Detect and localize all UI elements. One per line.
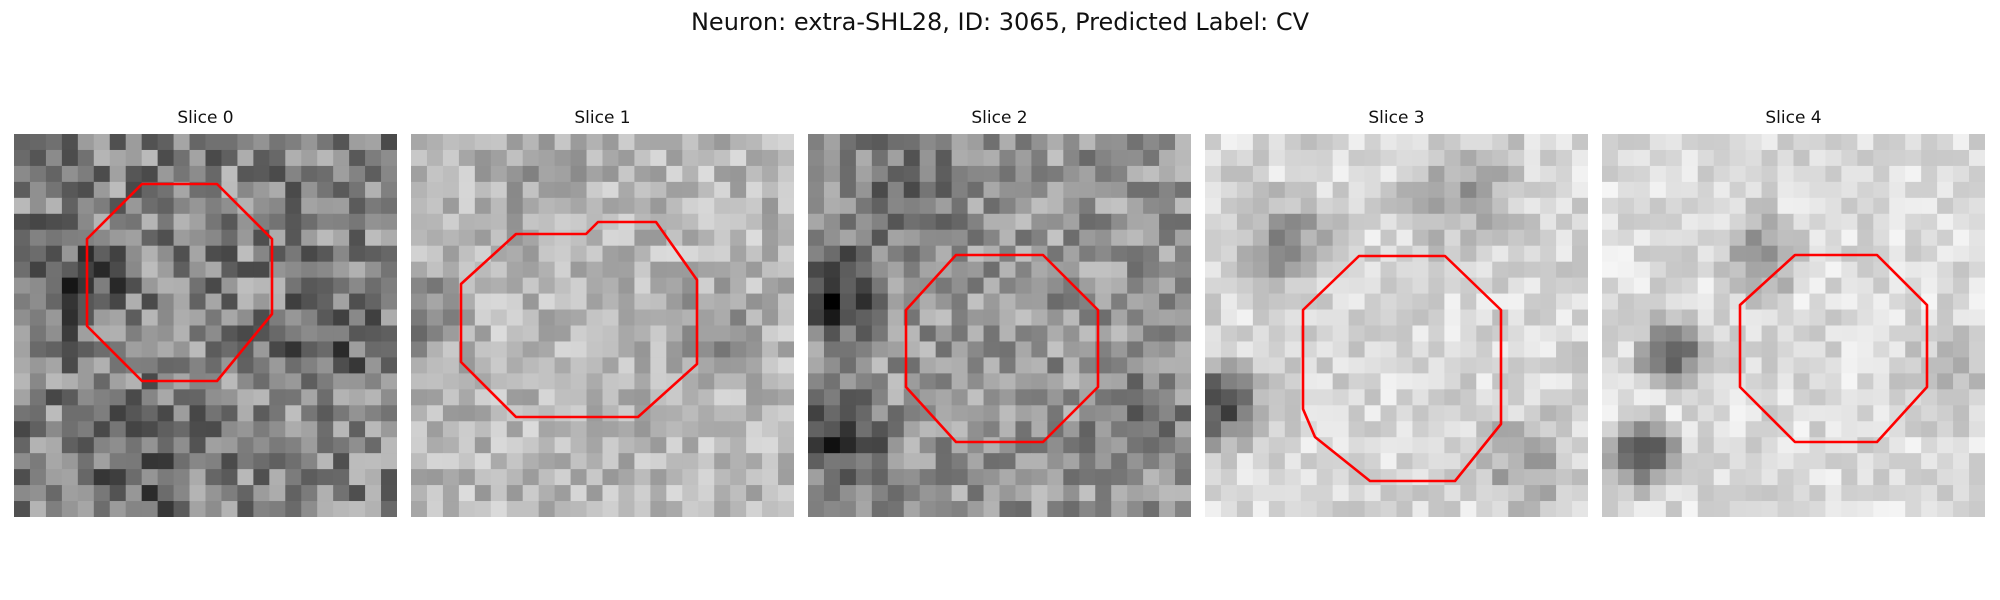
slice-title-3: Slice 3: [1368, 108, 1425, 128]
roi-outline-0: [85, 182, 274, 383]
slice-title-0: Slice 0: [177, 108, 234, 128]
slice-image-4: [1602, 134, 1985, 517]
slice-title-1: Slice 1: [574, 108, 631, 128]
slice-image-3: [1205, 134, 1588, 517]
slice-title-2: Slice 2: [971, 108, 1028, 128]
slice-title-4: Slice 4: [1765, 108, 1822, 128]
roi-outline-1: [459, 220, 699, 419]
roi-outline-4: [1738, 253, 1929, 444]
roi-outline-3: [1301, 254, 1503, 483]
slice-image-0: [14, 134, 397, 517]
slice-image-2: [808, 134, 1191, 517]
slice-image-1: [411, 134, 794, 517]
roi-outline-2: [904, 253, 1100, 444]
figure-title: Neuron: extra-SHL28, ID: 3065, Predicted…: [690, 8, 1310, 36]
